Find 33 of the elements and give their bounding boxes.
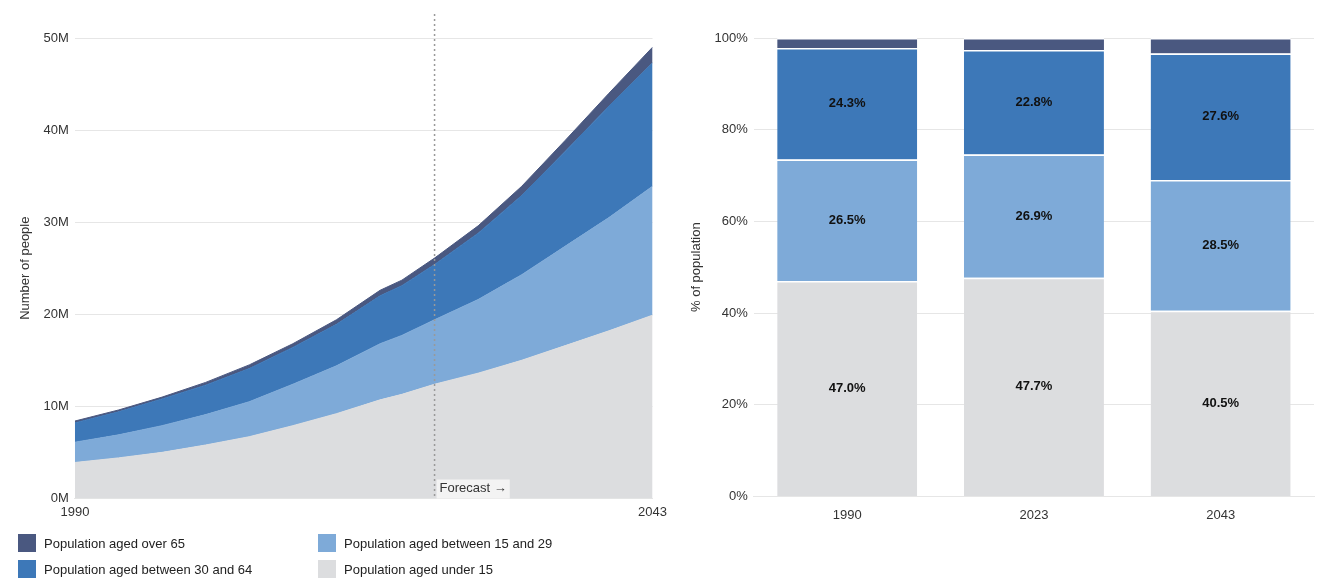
- x-tick-label: 2023: [1019, 506, 1049, 522]
- y-axis-title: Number of people: [17, 216, 33, 320]
- y-tick-label: 10M: [43, 397, 69, 413]
- ref-line-label: Forecast →: [439, 479, 507, 495]
- x-tick-label: 1990: [832, 506, 862, 522]
- data-label: 47.7%: [1015, 378, 1053, 394]
- y-tick-label: 100%: [714, 29, 749, 45]
- y-tick-label: 20%: [721, 396, 749, 412]
- y-tick-label: 40%: [721, 304, 749, 320]
- y-tick-label: 20M: [43, 305, 69, 321]
- data-label: 26.9%: [1015, 207, 1053, 223]
- y-tick-label: 30M: [43, 213, 69, 229]
- legend-label: Population aged between 30 and 64: [44, 561, 253, 577]
- data-label: 22.8%: [1015, 93, 1053, 109]
- data-label: 27.6%: [1202, 108, 1240, 124]
- legend-label: Population aged over 65: [44, 535, 185, 551]
- y-tick-label: 0%: [729, 487, 749, 503]
- legend-label: Population aged under 15: [344, 561, 493, 577]
- x-tick-label: 2043: [1206, 506, 1236, 522]
- data-label: 24.3%: [828, 95, 867, 111]
- y-tick-label: 80%: [721, 121, 749, 137]
- data-label: 28.5%: [1202, 237, 1240, 252]
- y-tick-label: 60%: [721, 212, 749, 228]
- data-label: 47.0%: [828, 380, 867, 395]
- x-tick-label: 1990: [60, 503, 90, 519]
- legend-label: Population aged between 15 and 29: [344, 535, 553, 551]
- data-label: 26.5%: [828, 211, 867, 227]
- y-tick-label: 40M: [43, 121, 69, 137]
- x-tick-label: 2043: [638, 503, 667, 519]
- y-axis-title: % of population: [688, 222, 704, 313]
- y-tick-label: 0M: [50, 489, 69, 505]
- y-tick-label: 50M: [43, 29, 69, 45]
- data-label: 40.5%: [1202, 394, 1240, 410]
